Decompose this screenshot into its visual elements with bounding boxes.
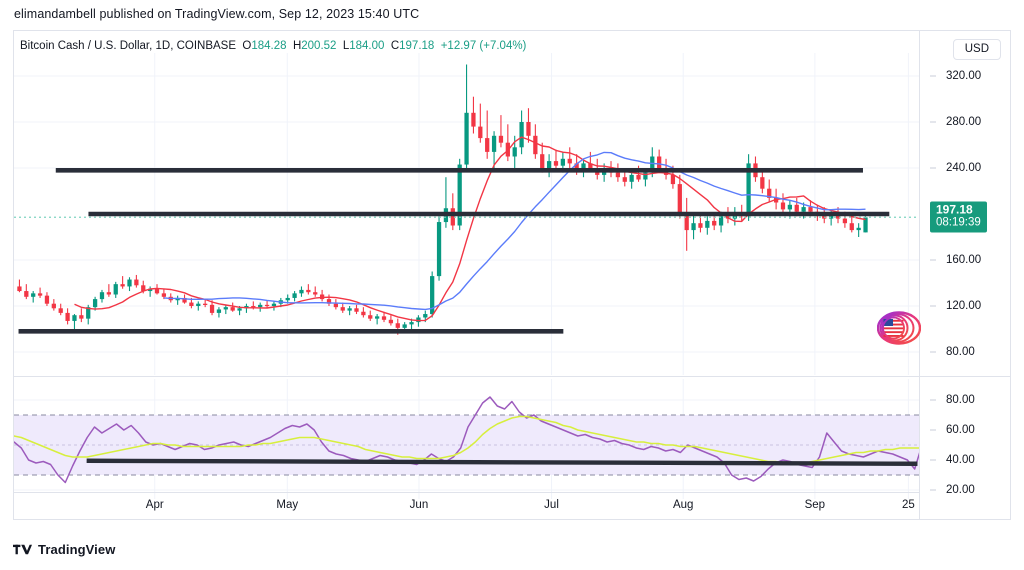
tradingview-wordmark: TradingView [38, 542, 116, 557]
axis-tick [930, 167, 936, 169]
time-axis-label: Jun [409, 499, 429, 511]
time-axis-label: Sep [804, 499, 826, 511]
chart-legend: Bitcoin Cash / U.S. Dollar, 1D, COINBASE… [20, 39, 526, 53]
legend-close-label: C [390, 40, 400, 52]
time-axis[interactable]: Apr May Jun Jul Aug Sep 25 [14, 492, 920, 519]
time-axis-label: Aug [672, 499, 694, 511]
axis-tick [930, 121, 936, 123]
legend-low-value: 184.00 [349, 40, 385, 52]
tradingview-logo: TradingView [13, 542, 115, 557]
rsi-axis-label: 60.00 [946, 424, 975, 436]
axis-tick [930, 351, 936, 353]
pane-divider [14, 376, 1010, 377]
rsi-pane[interactable] [14, 379, 920, 499]
bar-countdown: 08:19:39 [936, 216, 981, 229]
legend-symbol[interactable]: Bitcoin Cash / U.S. Dollar, 1D, COINBASE [20, 40, 237, 52]
rsi-plot [14, 379, 920, 499]
legend-open-label: O [242, 40, 252, 52]
price-pane[interactable] [14, 53, 920, 375]
publisher-byline: elimandambell published on TradingView.c… [14, 7, 420, 21]
axis-tick [930, 429, 936, 431]
currency-pill[interactable]: USD [952, 39, 1001, 60]
legend-high-label: H [292, 40, 302, 52]
time-axis-label: Jul [544, 499, 559, 511]
current-price-value: 197.18 [936, 202, 973, 217]
price-axis-separator [919, 31, 920, 519]
legend-high-value: 200.52 [301, 40, 337, 52]
rsi-axis-label: 80.00 [946, 394, 975, 406]
axis-tick [930, 489, 936, 491]
price-axis-label: 160.00 [946, 254, 982, 266]
price-axis-label: 280.00 [946, 116, 982, 128]
axis-tick [930, 259, 936, 261]
us-flag-watermark-icon [877, 311, 921, 345]
axis-tick [930, 399, 936, 401]
tradingview-mark-icon [13, 544, 32, 555]
legend-close-value: 197.18 [399, 40, 435, 52]
price-plot [14, 53, 920, 375]
price-axis-label: 240.00 [946, 162, 982, 174]
price-axis-label: 320.00 [946, 70, 982, 82]
price-axis[interactable]: 320.00 280.00 240.00 160.00 120.00 80.00 80.00… [920, 53, 1010, 519]
rsi-axis-label: 20.00 [946, 484, 975, 496]
legend-low-label: L [342, 40, 350, 52]
legend-change: +12.97 (+7.04%) [440, 40, 527, 52]
legend-open-value: 184.28 [251, 40, 287, 52]
current-price-badge[interactable]: 197.18 08:19:39 [930, 201, 987, 233]
time-axis-label: Apr [145, 499, 164, 511]
chart-frame: Bitcoin Cash / U.S. Dollar, 1D, COINBASE… [13, 30, 1011, 520]
time-axis-label: 25 [901, 499, 915, 511]
rsi-axis-label: 40.00 [946, 454, 975, 466]
axis-tick [930, 75, 936, 77]
time-axis-label: May [276, 499, 299, 511]
axis-tick [930, 305, 936, 307]
price-axis-label: 120.00 [946, 300, 982, 312]
axis-tick [930, 459, 936, 461]
price-axis-label: 80.00 [946, 346, 975, 358]
